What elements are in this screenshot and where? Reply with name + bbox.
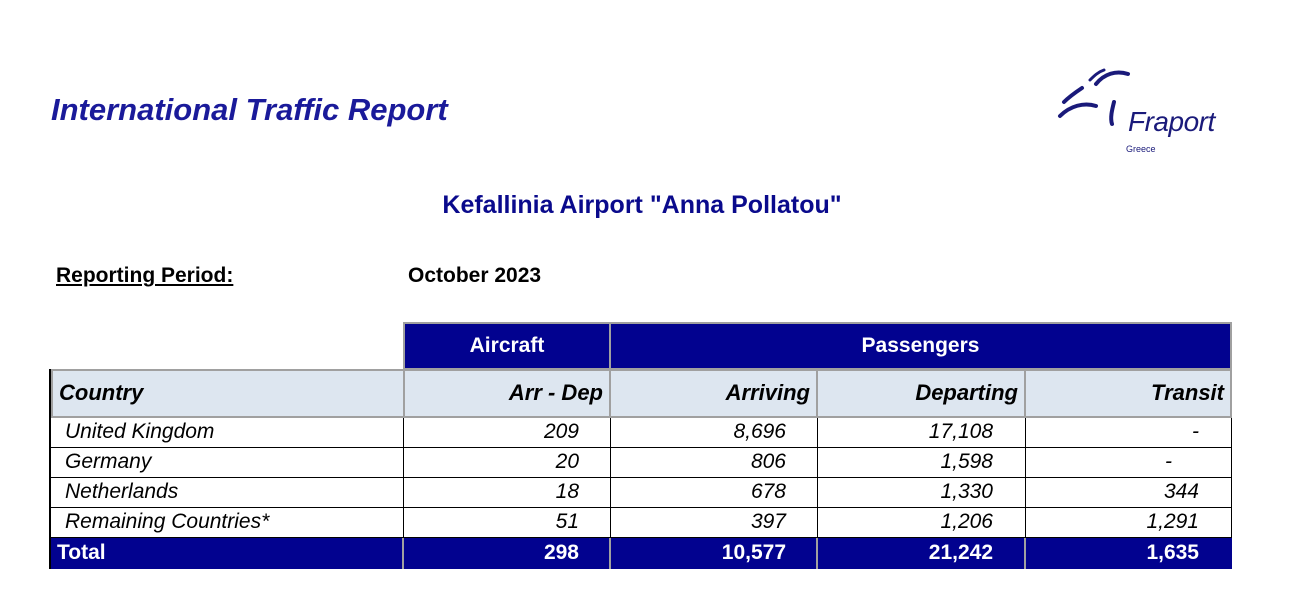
arr-dep-cell: 18 — [555, 480, 579, 503]
fraport-swoosh-icon — [1058, 68, 1130, 126]
transit-cell: - — [1165, 450, 1172, 473]
column-header-arr-dep: Arr - Dep — [403, 369, 611, 418]
arriving-cell: 806 — [750, 450, 786, 473]
departing-cell: 1,206 — [940, 510, 993, 533]
total-divider — [1024, 538, 1026, 569]
row-divider — [51, 507, 1232, 508]
column-divider — [610, 418, 611, 538]
row-divider — [51, 537, 1232, 538]
total-row — [51, 538, 1232, 569]
fraport-logo: Fraport Greece — [1052, 66, 1232, 161]
arr-dep-cell: 209 — [543, 420, 579, 443]
transit-cell: 344 — [1163, 480, 1199, 503]
column-header-country: Country — [51, 369, 405, 418]
logo-wordmark: Fraport — [1128, 106, 1215, 137]
total-label: Total — [57, 541, 106, 564]
airport-name: Kefallinia Airport "Anna Pollatou" — [442, 191, 842, 219]
column-divider — [403, 418, 404, 538]
total-arriving: 10,577 — [721, 541, 786, 564]
row-divider — [51, 477, 1232, 478]
group-header-passengers: Passengers — [609, 322, 1232, 370]
arr-dep-cell: 51 — [555, 510, 579, 533]
country-cell: Germany — [65, 450, 152, 473]
transit-cell: 1,291 — [1146, 510, 1199, 533]
arriving-cell: 397 — [750, 510, 786, 533]
arriving-cell: 678 — [750, 480, 786, 503]
report-title: International Traffic Report — [51, 92, 448, 127]
column-header-departing: Departing — [816, 369, 1026, 418]
total-divider — [609, 538, 611, 569]
country-cell: United Kingdom — [65, 420, 215, 443]
total-divider — [816, 538, 818, 569]
country-cell: Netherlands — [65, 480, 179, 503]
transit-cell: - — [1192, 420, 1199, 443]
arriving-cell: 8,696 — [733, 420, 786, 443]
departing-cell: 17,108 — [928, 420, 993, 443]
logo-subtitle: Greece — [1126, 144, 1156, 154]
departing-cell: 1,330 — [940, 480, 993, 503]
total-divider — [402, 538, 404, 569]
total-transit: 1,635 — [1146, 541, 1199, 564]
column-divider — [817, 418, 818, 538]
departing-cell: 1,598 — [940, 450, 993, 473]
group-header-aircraft: Aircraft — [403, 322, 611, 370]
arr-dep-cell: 20 — [555, 450, 579, 473]
total-departing: 21,242 — [928, 541, 993, 564]
reporting-period-value: October 2023 — [408, 264, 542, 287]
table-left-border — [49, 369, 51, 569]
row-divider — [51, 447, 1232, 448]
column-header-arriving: Arriving — [609, 369, 818, 418]
total-arr-dep: 298 — [543, 541, 579, 564]
column-header-transit: Transit — [1024, 369, 1232, 418]
column-divider — [1025, 418, 1026, 538]
reporting-period-label: Reporting Period: — [56, 264, 234, 287]
column-divider — [1231, 418, 1232, 538]
country-cell: Remaining Countries* — [65, 510, 270, 533]
